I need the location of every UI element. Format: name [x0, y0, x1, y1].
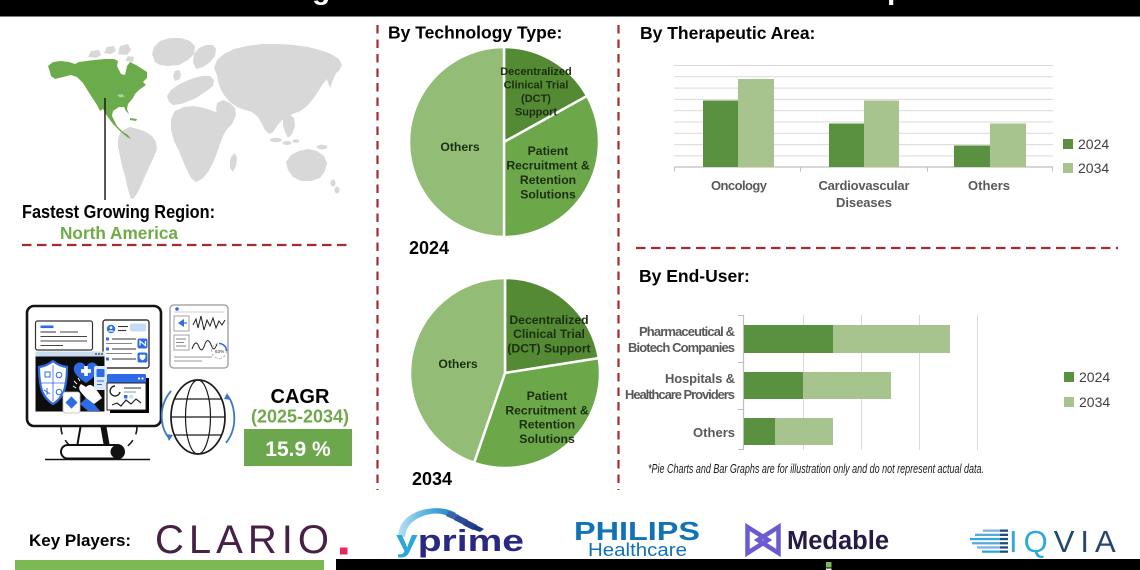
svg-text:2034: 2034	[1079, 394, 1110, 410]
svg-text:Others: Others	[440, 140, 480, 154]
svg-text:2024: 2024	[1078, 136, 1109, 152]
svg-text:IQVIA: IQVIA	[1009, 524, 1122, 559]
svg-text:63%: 63%	[215, 349, 224, 354]
svg-text:*Pie Charts and Bar Graphs are: *Pie Charts and Bar Graphs are for illus…	[648, 462, 984, 476]
svg-text:2034: 2034	[412, 469, 452, 489]
svg-text:By Technology Type:: By Technology Type:	[388, 23, 562, 43]
svg-text:2034: 2034	[1078, 160, 1109, 176]
svg-text:By Therapeutic Area:: By Therapeutic Area:	[640, 23, 815, 43]
svg-text:CLARIO: CLARIO	[155, 518, 334, 562]
svg-text:By End-User:: By End-User:	[639, 266, 750, 286]
svg-text:Others: Others	[968, 178, 1010, 193]
svg-text:Healthcare: Healthcare	[588, 540, 687, 560]
svg-text:Others: Others	[438, 357, 478, 371]
svg-text:Cardiovascular: Cardiovascular	[819, 178, 910, 193]
svg-text:Healthcare Providers: Healthcare Providers	[625, 387, 735, 402]
svg-text:North America: North America	[60, 223, 178, 243]
svg-text:Diseases: Diseases	[836, 195, 892, 210]
svg-text:Hospitals &: Hospitals &	[665, 371, 735, 386]
svg-text:Key Players:: Key Players:	[29, 531, 131, 550]
svg-text:g: g	[312, 0, 330, 6]
svg-text:Medable: Medable	[787, 527, 889, 555]
svg-text:Pharmaceutical &: Pharmaceutical &	[639, 324, 735, 339]
svg-text:Fastest Growing Region:: Fastest Growing Region:	[22, 202, 215, 222]
svg-text:Others: Others	[693, 425, 735, 440]
svg-text:Biotech Companies: Biotech Companies	[628, 340, 735, 355]
svg-text:Oncology: Oncology	[711, 178, 768, 193]
svg-text:(2025-2034): (2025-2034)	[251, 407, 349, 427]
svg-text:PHILIPS: PHILIPS	[574, 516, 700, 546]
svg-text:CAGR: CAGR	[271, 386, 330, 408]
svg-text:p: p	[887, 0, 905, 6]
svg-text:2024: 2024	[1079, 369, 1110, 385]
svg-text:2024: 2024	[409, 238, 449, 258]
svg-text:15.9 %: 15.9 %	[265, 438, 331, 461]
